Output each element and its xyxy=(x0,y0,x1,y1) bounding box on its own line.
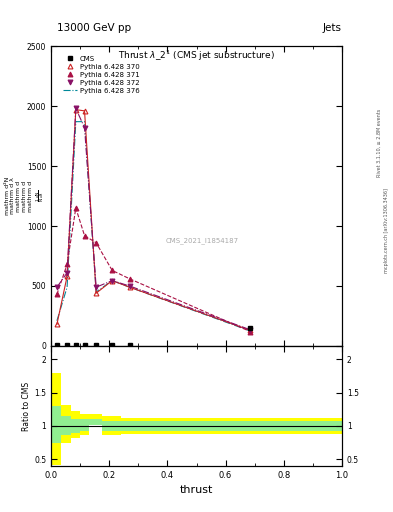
Pythia 6.428 376 xyxy=(55,318,59,324)
Pythia 6.428 371 xyxy=(127,276,132,282)
Text: mcplots.cern.ch [arXiv:1306.3436]: mcplots.cern.ch [arXiv:1306.3436] xyxy=(384,188,389,273)
Text: Jets: Jets xyxy=(323,23,342,33)
CMS xyxy=(82,343,87,349)
Pythia 6.428 376 xyxy=(65,284,70,290)
Line: Pythia 6.428 371: Pythia 6.428 371 xyxy=(55,206,253,334)
Pythia 6.428 371 xyxy=(82,232,87,239)
Pythia 6.428 370 xyxy=(110,278,114,284)
Line: Pythia 6.428 376: Pythia 6.428 376 xyxy=(57,122,250,331)
Pythia 6.428 372 xyxy=(65,270,70,276)
Pythia 6.428 370 xyxy=(55,322,59,328)
Pythia 6.428 376 xyxy=(127,284,132,290)
CMS xyxy=(94,343,99,349)
Pythia 6.428 370 xyxy=(65,273,70,280)
CMS xyxy=(127,343,132,349)
Pythia 6.428 371 xyxy=(73,205,78,211)
Pythia 6.428 370 xyxy=(127,284,132,290)
Line: Pythia 6.428 372: Pythia 6.428 372 xyxy=(55,106,253,332)
Pythia 6.428 370 xyxy=(94,290,99,296)
Pythia 6.428 376 xyxy=(94,289,99,295)
Line: CMS: CMS xyxy=(55,326,252,347)
Pythia 6.428 372 xyxy=(248,327,253,333)
Pythia 6.428 371 xyxy=(248,329,253,335)
Legend: CMS, Pythia 6.428 370, Pythia 6.428 371, Pythia 6.428 372, Pythia 6.428 376: CMS, Pythia 6.428 370, Pythia 6.428 371,… xyxy=(63,55,140,94)
X-axis label: thrust: thrust xyxy=(180,485,213,495)
CMS xyxy=(55,343,59,349)
Pythia 6.428 376 xyxy=(82,119,87,125)
Line: Pythia 6.428 370: Pythia 6.428 370 xyxy=(55,107,253,333)
CMS xyxy=(73,343,78,349)
Pythia 6.428 371 xyxy=(65,261,70,267)
Pythia 6.428 372 xyxy=(55,284,59,290)
Pythia 6.428 371 xyxy=(55,291,59,297)
Y-axis label: mathrm d²N
mathrm d λ
mathrm d
mathrm d
mathrm d
$\frac{1}{\mathrm{N}}\frac{d\ma: mathrm d²N mathrm d λ mathrm d mathrm d … xyxy=(5,177,46,215)
CMS xyxy=(248,325,253,331)
Pythia 6.428 370 xyxy=(248,327,253,333)
Text: CMS_2021_I1854187: CMS_2021_I1854187 xyxy=(166,238,239,244)
Pythia 6.428 371 xyxy=(110,267,114,273)
Pythia 6.428 370 xyxy=(82,108,87,114)
Pythia 6.428 372 xyxy=(82,124,87,131)
Text: Rivet 3.1.10, ≥ 2.8M events: Rivet 3.1.10, ≥ 2.8M events xyxy=(377,109,382,178)
CMS xyxy=(65,343,70,349)
Pythia 6.428 372 xyxy=(127,283,132,289)
Pythia 6.428 376 xyxy=(248,328,253,334)
CMS xyxy=(110,343,114,349)
Pythia 6.428 376 xyxy=(73,119,78,125)
Pythia 6.428 372 xyxy=(94,284,99,290)
Text: 13000 GeV pp: 13000 GeV pp xyxy=(57,23,131,33)
Pythia 6.428 372 xyxy=(73,105,78,112)
Text: Thrust $\lambda\_2^1$ (CMS jet substructure): Thrust $\lambda\_2^1$ (CMS jet substruct… xyxy=(118,49,275,63)
Pythia 6.428 371 xyxy=(94,240,99,246)
Pythia 6.428 372 xyxy=(110,278,114,284)
Y-axis label: Ratio to CMS: Ratio to CMS xyxy=(22,381,31,431)
Pythia 6.428 370 xyxy=(73,106,78,113)
Pythia 6.428 376 xyxy=(110,278,114,284)
